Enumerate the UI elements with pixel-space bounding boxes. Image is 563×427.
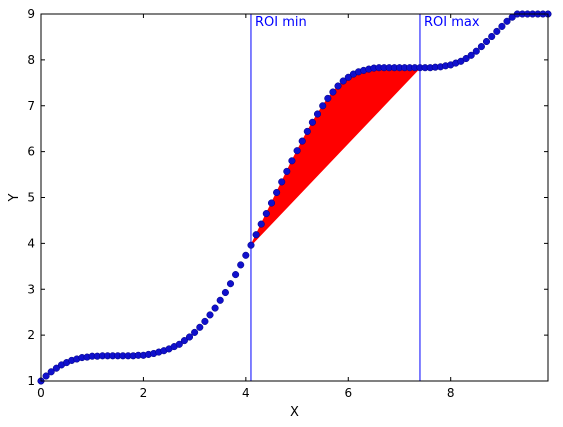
data-point <box>191 328 199 336</box>
data-point <box>503 17 511 25</box>
data-point <box>308 118 316 126</box>
data-point <box>334 82 342 90</box>
x-tick-label: 8 <box>447 386 455 400</box>
data-point <box>232 271 240 279</box>
data-point <box>288 157 296 165</box>
data-point <box>329 88 337 96</box>
roi-max-label: ROI max <box>424 15 480 30</box>
data-point <box>221 288 229 297</box>
data-point <box>252 231 260 239</box>
data-point <box>262 210 270 218</box>
data-point <box>488 32 496 41</box>
y-tick-label: 5 <box>27 191 35 205</box>
data-point <box>477 43 485 51</box>
data-point <box>257 220 265 228</box>
data-point <box>498 22 506 30</box>
x-ticks: 0 2 4 6 8 <box>37 14 455 400</box>
data-point <box>201 317 209 325</box>
data-point <box>467 51 475 59</box>
data-point <box>216 296 224 304</box>
data-point <box>226 280 235 288</box>
y-tick-label: 9 <box>27 7 35 21</box>
x-tick-label: 2 <box>140 386 148 400</box>
data-point <box>42 372 50 380</box>
x-axis-label: X <box>290 405 299 420</box>
data-point <box>175 340 183 348</box>
data-point <box>472 47 480 55</box>
data-point <box>206 311 214 319</box>
data-point <box>267 199 276 207</box>
y-tick-label: 3 <box>27 282 35 296</box>
data-point <box>283 167 291 175</box>
x-tick-label: 0 <box>37 386 45 400</box>
y-tick-label: 1 <box>27 374 35 388</box>
y-tick-label: 7 <box>27 99 35 113</box>
data-point <box>180 337 188 345</box>
data-point <box>52 364 60 372</box>
data-point <box>339 77 347 85</box>
data-point <box>211 304 219 312</box>
data-point <box>303 127 311 135</box>
y-ticks: 1 2 3 4 5 6 7 8 9 <box>27 7 548 388</box>
data-point <box>324 94 332 102</box>
data-point <box>47 368 55 376</box>
data-point <box>298 137 306 145</box>
data-point <box>482 37 491 46</box>
data-point <box>273 188 281 197</box>
y-axis-label: Y <box>7 193 22 202</box>
y-tick-label: 6 <box>27 145 35 159</box>
data-point <box>462 54 470 63</box>
x-tick-label: 6 <box>344 386 352 400</box>
data-points <box>37 10 552 385</box>
data-point <box>196 323 204 331</box>
data-point <box>319 102 327 110</box>
y-tick-label: 8 <box>27 53 35 67</box>
data-point <box>344 73 352 81</box>
data-point <box>493 27 501 35</box>
data-point <box>313 110 322 118</box>
data-point <box>247 241 255 249</box>
y-tick-label: 4 <box>27 236 35 250</box>
y-tick-label: 2 <box>27 328 35 342</box>
roi-min-label: ROI min <box>255 15 307 30</box>
data-point <box>278 178 286 186</box>
x-tick-label: 4 <box>242 386 250 400</box>
data-point <box>237 261 245 269</box>
roi-markers: ROI min ROI max <box>250 14 480 381</box>
data-point <box>293 147 301 155</box>
data-point <box>242 251 250 259</box>
data-point <box>185 333 194 341</box>
